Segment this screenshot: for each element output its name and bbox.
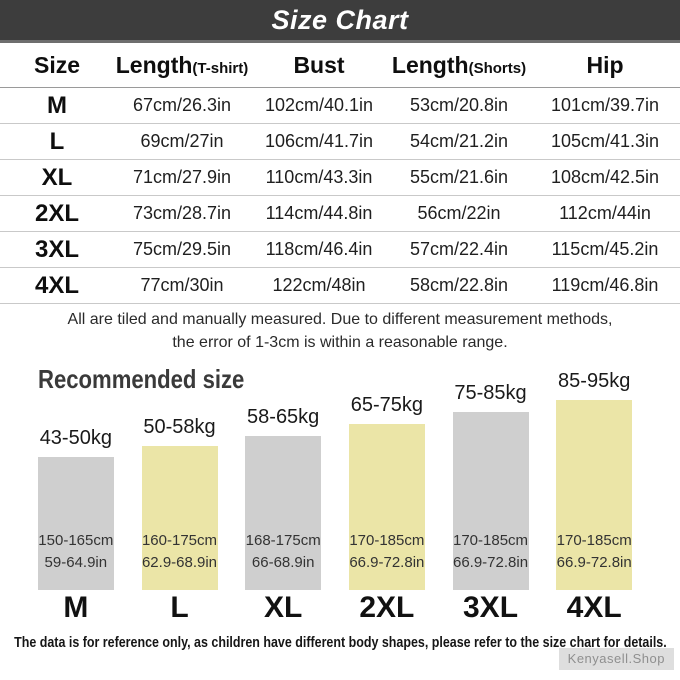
table-row: 3XL 75cm/29.5in 118cm/46.4in 57cm/22.4in… [0,232,680,268]
length-shorts-value: 55cm/21.6in [409,167,509,187]
watermark-badge: Kenyasell.Shop [558,648,674,670]
size-bar-column-m: 43-50kg 150-165cm 59-64.9in M [24,427,128,626]
bust-value: 118cm/46.4in [265,239,373,259]
size-bar: 170-185cm 66.9-72.8in [452,412,529,590]
table-row: L 69cm/27in 106cm/41.7in 54cm/21.2in 105… [0,124,680,160]
footer-disclaimer: The data is for reference only, as child… [13,635,667,651]
height-range-in: 66.9-72.8in [452,554,529,571]
hip-value: 105cm/41.3in [550,131,660,151]
bust-value: 122cm/48in [272,275,366,295]
weight-range-label: 43-50kg [39,427,112,449]
length-shorts-value: 56cm/22in [417,203,501,223]
length-shorts-value: 58cm/22.8in [409,275,509,295]
size-label: XL [264,591,303,624]
size-bar: 168-175cm 66-68.9in [245,436,322,590]
bust-value: 110cm/43.3in [265,167,373,187]
height-range-cm: 170-185cm [349,532,425,549]
length-shorts-value: 57cm/22.4in [409,239,509,259]
size-label: 4XL [566,591,622,624]
size-bar: 170-185cm 66.9-72.8in [348,424,425,590]
recommended-size-chart: 43-50kg 150-165cm 59-64.9in M 50-58kg 16… [0,370,680,626]
recommended-size-title: Recommended size [38,364,245,394]
size-bar-column-l: 50-58kg 160-175cm 62.9-68.9in L [128,416,232,626]
size-bar-column-3xl: 75-85kg 170-185cm 66.9-72.8in 3XL [439,382,543,626]
height-range-cm: 168-175cm [245,532,321,549]
size-bar-column-xl: 58-65kg 168-175cm 66-68.9in XL [231,406,335,626]
title-banner: Size Chart [0,0,680,43]
hip-value: 115cm/45.2in [551,239,659,259]
height-range-cm: 150-165cm [38,532,114,549]
footer: The data is for reference only, as child… [0,635,680,651]
table-header-row: Size Length(T-shirt) Bust Length(Shorts)… [0,43,680,88]
height-range-in: 62.9-68.9in [141,554,218,571]
height-range-cm: 170-185cm [556,532,632,549]
length-shorts-value: 53cm/20.8in [409,95,509,115]
bust-value: 102cm/40.1in [264,95,374,115]
height-range-cm: 170-185cm [452,532,529,549]
column-header-size: Size [33,51,81,78]
size-bar: 150-165cm 59-64.9in [37,457,114,590]
length-shorts-value: 54cm/21.2in [409,131,509,151]
size-bar-column-2xl: 65-75kg 170-185cm 66.9-72.8in 2XL [335,394,439,626]
hip-value: 101cm/39.7in [550,95,660,115]
hip-value: 119cm/46.8in [551,275,659,295]
size-label: 2XL [359,591,415,624]
height-range-in: 59-64.9in [44,554,108,571]
column-header-bust: Bust [293,51,345,78]
weight-range-label: 65-75kg [350,394,423,416]
size-bar: 160-175cm 62.9-68.9in [141,446,218,590]
length-tshirt-value: 69cm/27in [140,131,224,151]
size-value: M [47,91,67,119]
length-tshirt-value: 67cm/26.3in [132,95,232,115]
column-header-hip: Hip [586,51,624,78]
bust-value: 106cm/41.7in [264,131,374,151]
page-title: Size Chart [271,4,409,35]
size-table: Size Length(T-shirt) Bust Length(Shorts)… [0,43,680,304]
size-value: 4XL [34,271,79,299]
hip-value: 112cm/44in [559,203,651,223]
size-value: XL [41,163,73,191]
length-tshirt-value: 77cm/30in [140,275,224,295]
size-value: L [49,127,65,155]
size-value: 2XL [34,199,79,227]
length-tshirt-value: 71cm/27.9in [132,167,232,187]
height-range-in: 66-68.9in [251,554,315,571]
size-bar-column-4xl: 85-95kg 170-185cm 66.9-72.8in 4XL [542,370,646,626]
size-value: 3XL [34,235,79,263]
length-tshirt-value: 75cm/29.5in [132,239,232,259]
length-tshirt-value: 73cm/28.7in [132,203,232,223]
table-row: M 67cm/26.3in 102cm/40.1in 53cm/20.8in 1… [0,88,680,124]
column-header-length-tshirt: Length(T-shirt) [115,51,249,78]
size-label: M [63,591,89,624]
height-range-in: 66.9-72.8in [556,554,632,571]
table-row: 4XL 77cm/30in 122cm/48in 58cm/22.8in 119… [0,268,680,304]
weight-range-label: 75-85kg [454,382,527,404]
weight-range-label: 85-95kg [558,370,631,392]
size-label: L [170,591,189,624]
size-label: 3XL [463,591,519,624]
table-row: 2XL 73cm/28.7in 114cm/44.8in 56cm/22in 1… [0,196,680,232]
bust-value: 114cm/44.8in [265,203,373,223]
hip-value: 108cm/42.5in [550,167,660,187]
table-row: XL 71cm/27.9in 110cm/43.3in 55cm/21.6in … [0,160,680,196]
height-range-in: 66.9-72.8in [349,554,425,571]
weight-range-label: 58-65kg [247,406,320,428]
weight-range-label: 50-58kg [143,416,216,438]
column-header-length-shorts: Length(Shorts) [391,51,527,78]
height-range-cm: 160-175cm [141,532,218,549]
size-bar: 170-185cm 66.9-72.8in [556,400,633,590]
measurement-note: All are tiled and manually measured. Due… [67,311,613,351]
